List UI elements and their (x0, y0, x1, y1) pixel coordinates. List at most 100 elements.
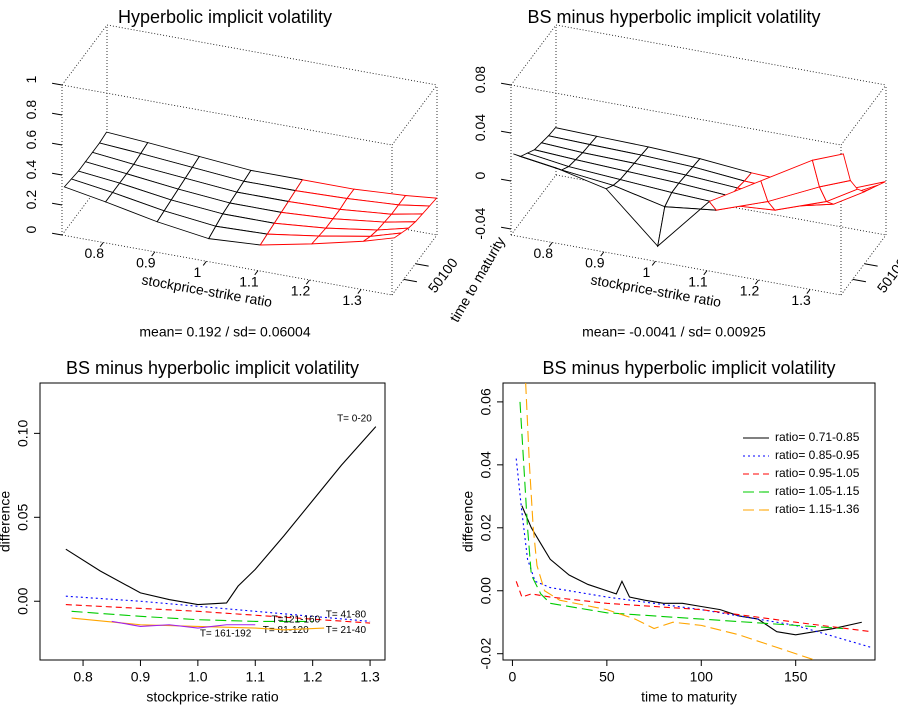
x-tick-label: 0.9 (131, 669, 151, 685)
x-tick-label: 1 (642, 264, 650, 280)
y-axis-label: difference (0, 491, 13, 552)
x-tick-label: 0.8 (534, 245, 554, 261)
legend-label: ratio= 0.71-0.85 (775, 430, 860, 444)
x-tick-label: 0 (509, 669, 517, 685)
series-label: T=121-160 (271, 615, 320, 626)
y-tick (415, 263, 429, 267)
z-tick (501, 130, 512, 134)
x-tick-label: 150 (784, 669, 808, 685)
y-tick-label: 0.06 (478, 388, 494, 415)
y-axis-label: time to maturity (446, 234, 508, 325)
x-tick-label: 100 (690, 669, 714, 685)
z-tick-label: 0.08 (472, 66, 488, 93)
surface-cell (259, 233, 320, 246)
legend-label: ratio= 1.05-1.15 (775, 484, 860, 498)
series-label: T= 161-192 (200, 628, 252, 639)
x-tick-label: 0.8 (85, 245, 105, 261)
series-line (71, 617, 325, 631)
x-tick-label: 1.3 (342, 292, 362, 308)
series-line (65, 604, 371, 624)
box-edge (61, 84, 393, 146)
z-tick-label: 0.4 (23, 160, 39, 180)
box-edge (840, 234, 887, 296)
x-tick-label: 1.2 (740, 283, 760, 299)
y-tick-label: 0.00 (15, 587, 31, 614)
plot-frame (502, 382, 876, 661)
y-tick-label: 0.00 (478, 577, 494, 604)
series-line (525, 383, 815, 660)
box-edge (840, 84, 887, 146)
series-line (111, 620, 256, 629)
chart-title: Hyperbolic implicit volatility (118, 7, 332, 27)
box-edge (106, 24, 438, 86)
x-tick-label: 1.1 (246, 669, 266, 685)
chart-title: BS minus hyperbolic implicit volatility (527, 7, 820, 27)
y-tick-label: -0.02 (478, 638, 494, 670)
box-edge (391, 234, 438, 296)
x-tick-label: 1.2 (291, 283, 311, 299)
z-tick (501, 82, 512, 86)
z-tick (52, 202, 63, 206)
legend-label: ratio= 0.95-1.05 (775, 466, 860, 480)
z-tick-label: 0 (23, 225, 39, 233)
z-tick (52, 172, 63, 176)
z-tick (52, 142, 63, 146)
box-edge (555, 24, 887, 86)
subtitle: mean= 0.192 / sd= 0.06004 (139, 324, 310, 340)
box-edge (61, 24, 108, 86)
z-tick-label: -0.04 (472, 207, 488, 239)
x-tick-label: 1.3 (360, 669, 380, 685)
y-tick-label: 0.04 (478, 451, 494, 478)
y-tick-label: 0.10 (15, 420, 31, 447)
series-line (65, 595, 371, 622)
surface-cell (317, 227, 379, 237)
series-label: T= 21-40 (326, 625, 367, 636)
box-edge (510, 84, 842, 146)
series-line (521, 505, 862, 636)
surface-cell (390, 204, 431, 215)
x-tick (548, 242, 553, 247)
x-tick (254, 270, 259, 276)
x-axis-label: time to maturity (641, 689, 737, 705)
series-line (65, 426, 377, 606)
surface-cell (383, 213, 424, 223)
x-tick-label: 0.9 (136, 255, 156, 271)
y-tick (864, 263, 878, 267)
z-tick-label: 0.8 (23, 100, 39, 120)
x-tick (600, 251, 605, 257)
x-tick-label: 1.1 (239, 273, 259, 289)
surface-cell (363, 232, 402, 242)
z-tick (52, 82, 63, 86)
z-tick (501, 178, 512, 182)
box-edge (61, 174, 108, 236)
z-tick-label: 0.04 (472, 114, 488, 141)
x-tick-label: 1 (193, 264, 201, 280)
box-edge (61, 234, 393, 296)
surface-cell (657, 200, 718, 248)
box-edge (510, 174, 557, 236)
series-label: T= 81-120 (263, 625, 309, 636)
z-tick-label: 0 (472, 171, 488, 179)
surface-cell (310, 235, 372, 245)
y-tick-label: 0.02 (478, 514, 494, 541)
box-edge (510, 234, 842, 296)
x-tick (651, 260, 656, 266)
surface-cell (397, 195, 438, 207)
y-tick (403, 278, 418, 283)
y-axis-label: difference (460, 491, 476, 552)
chart-title: BS minus hyperbolic implicit volatility (542, 358, 835, 378)
x-tick (703, 270, 708, 276)
x-tick (202, 260, 207, 266)
subtitle: mean= -0.0041 / sd= 0.00925 (582, 324, 766, 340)
surface-cell (811, 153, 851, 188)
x-tick-label: 1.0 (188, 669, 208, 685)
x-tick (151, 251, 156, 257)
z-tick (501, 226, 512, 230)
x-tick (357, 289, 362, 294)
plot-frame (39, 382, 386, 661)
z-tick (52, 232, 63, 236)
series-line (519, 401, 843, 630)
x-tick-label: 50 (599, 669, 615, 685)
